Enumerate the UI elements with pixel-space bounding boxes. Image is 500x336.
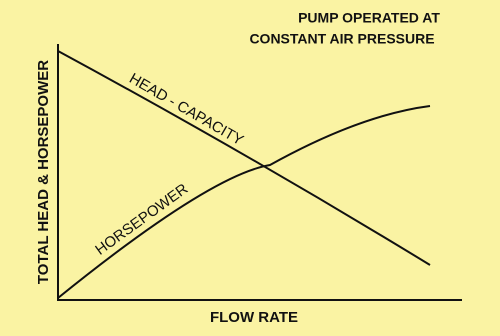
title-line: CONSTANT AIR PRESSURE	[249, 31, 434, 47]
x-axis-label: FLOW RATE	[210, 309, 298, 326]
title-line: PUMP OPERATED AT	[298, 10, 440, 26]
head-capacity-curve	[57, 50, 431, 266]
horsepower-curve	[57, 105, 431, 299]
y-axis-label: TOTAL HEAD & HORSEPOWER	[35, 60, 52, 284]
